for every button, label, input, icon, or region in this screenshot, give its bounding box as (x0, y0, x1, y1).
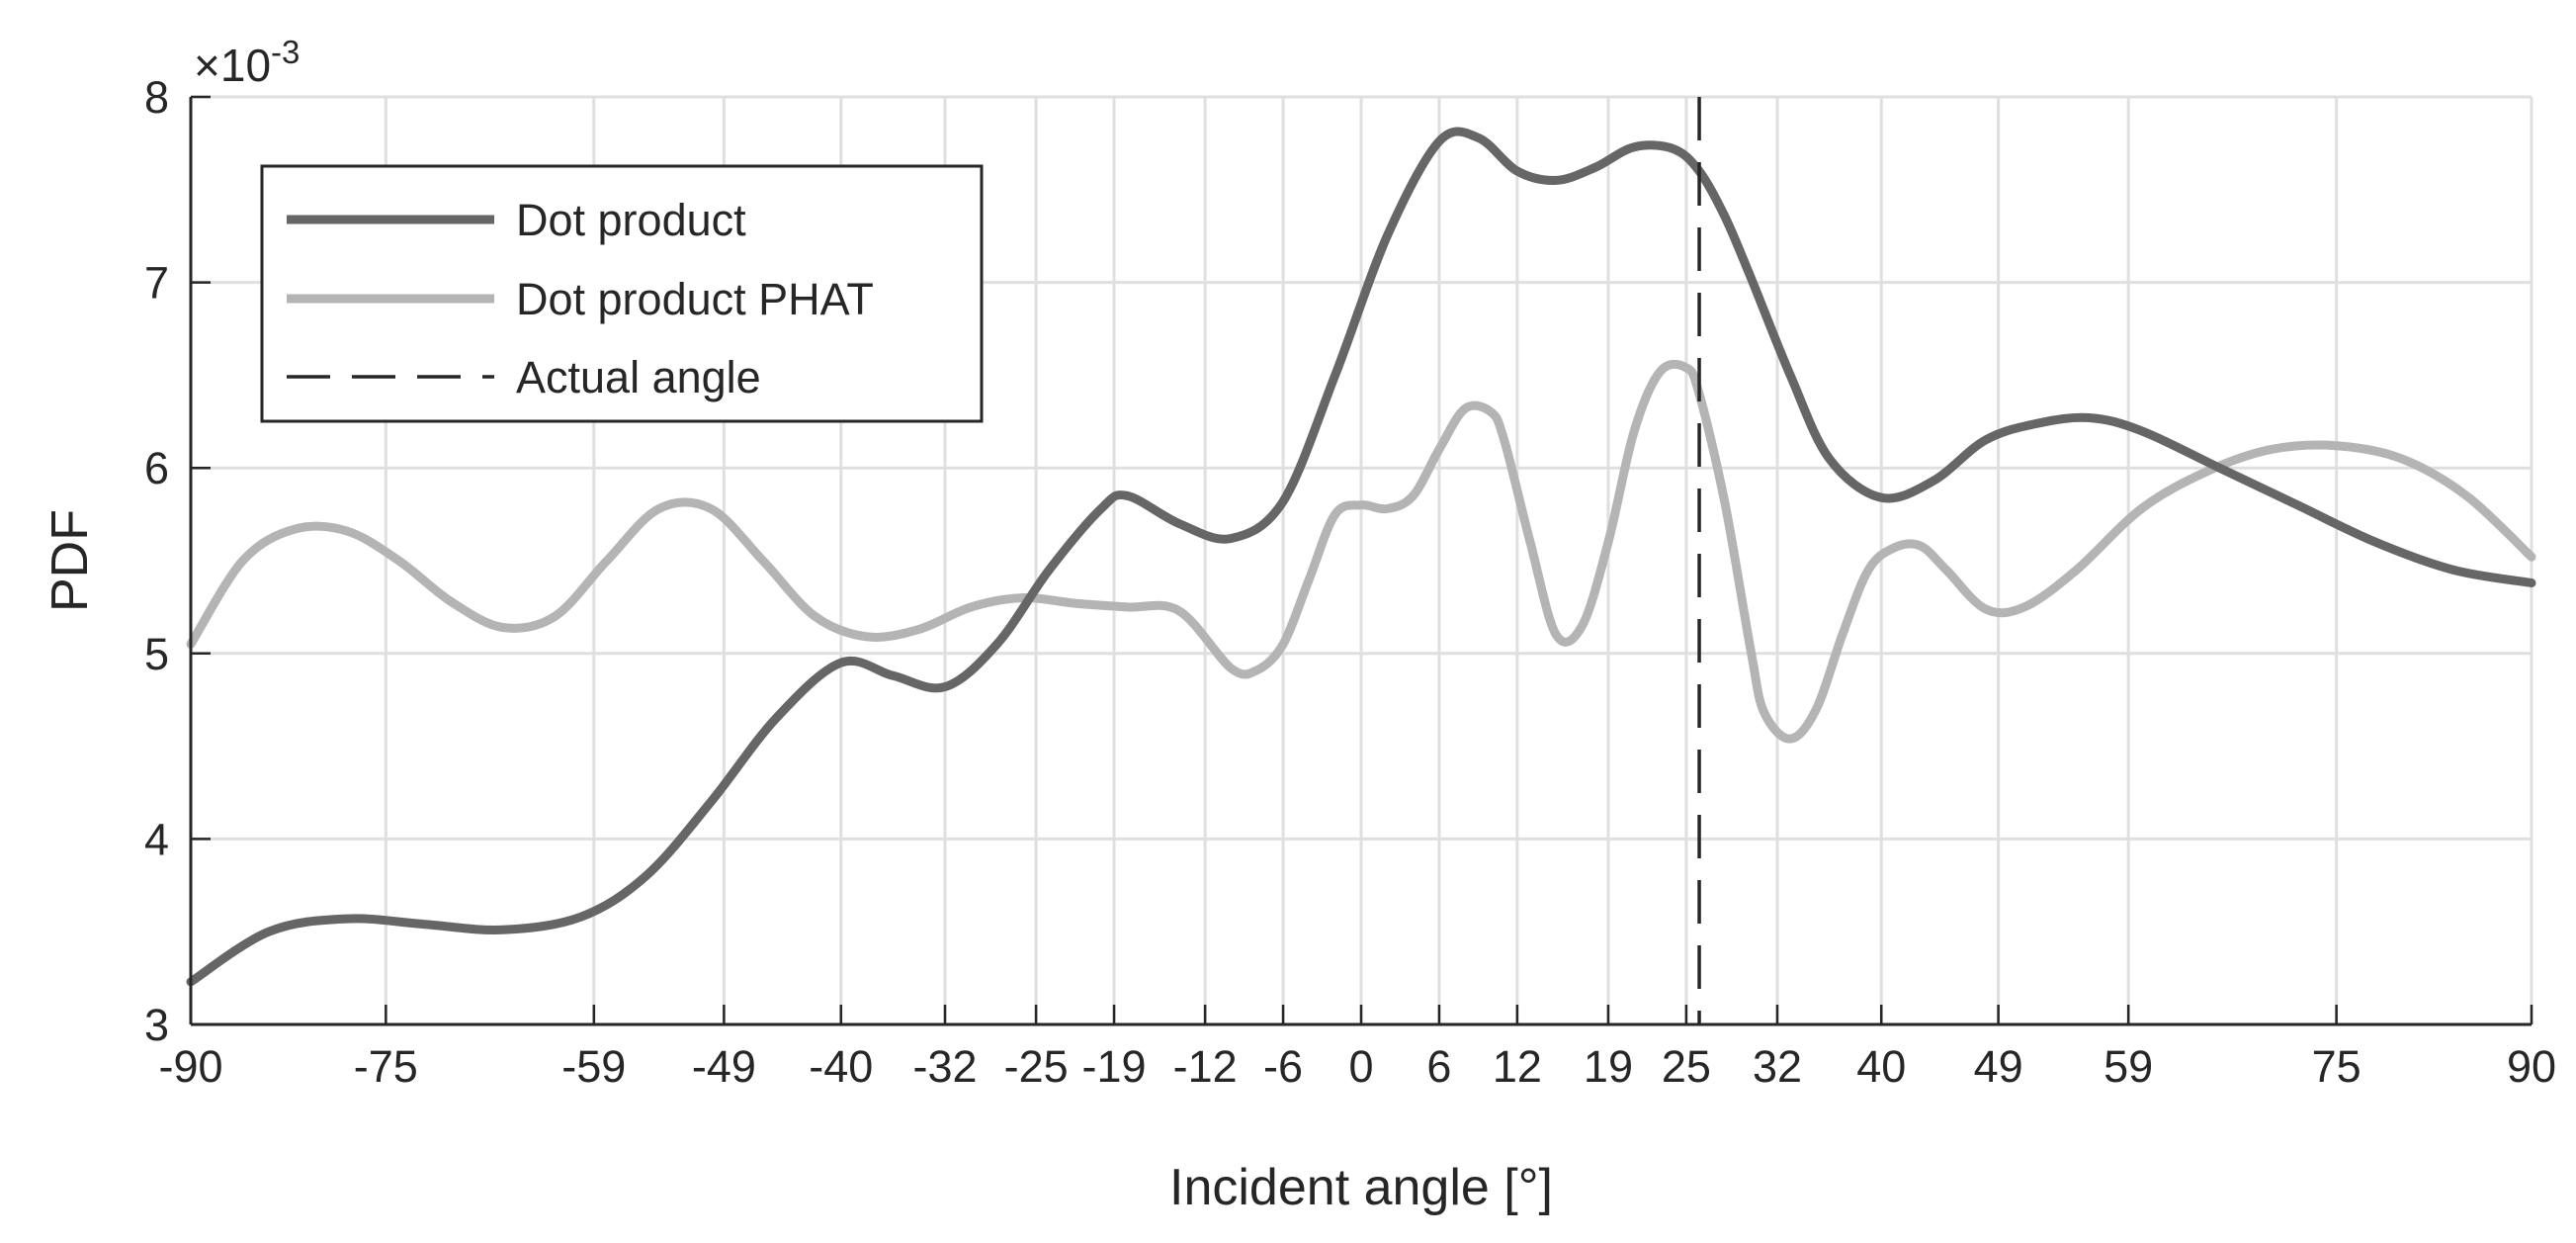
x-tick-label: -90 (158, 1041, 222, 1092)
x-tick-label: 25 (1662, 1041, 1711, 1092)
x-tick-label: 75 (2312, 1041, 2361, 1092)
x-tick-label: -25 (1004, 1041, 1069, 1092)
y-exponent-power: -3 (271, 34, 300, 70)
y-tick-label: 8 (144, 72, 169, 123)
x-tick-label: -49 (692, 1041, 756, 1092)
y-axis-label: PDF (42, 509, 99, 612)
y-tick-label: 7 (144, 258, 169, 309)
x-tick-label: 19 (1584, 1041, 1633, 1092)
x-tick-label: 90 (2507, 1041, 2556, 1092)
legend-box (260, 164, 984, 423)
series-line-dot-product (186, 127, 2536, 987)
y-tick-label: 5 (144, 629, 169, 679)
y-tick-label: 4 (144, 814, 169, 864)
tick-labels: -90 -75 -59 -49 -40 -32 -25 -19 -12 -6 0 6 12 19 25 32 4… (144, 72, 2556, 1092)
x-tick-label: -40 (809, 1041, 873, 1092)
x-tick-label: -19 (1082, 1041, 1147, 1092)
legend-label-dot-product: Dot product (516, 195, 746, 245)
y-exponent-label: ×10-3 (194, 34, 300, 91)
x-axis-label: Incident angle [°] (1169, 1159, 1553, 1216)
x-tick-label: 0 (1348, 1041, 1373, 1092)
x-tick-label: -59 (561, 1041, 626, 1092)
series-layer (186, 97, 2536, 1024)
legend: Dot product Dot product PHAT Actual angl… (260, 164, 984, 423)
y-tick-label: 6 (144, 443, 169, 493)
series-line-dot-product-phat (186, 359, 2536, 744)
x-tick-label: 49 (1974, 1041, 2023, 1092)
x-tick-label: 59 (2104, 1041, 2153, 1092)
x-tick-label: 32 (1753, 1041, 1802, 1092)
x-tick-label: -12 (1173, 1041, 1238, 1092)
y-tick-label: 3 (144, 1000, 169, 1050)
y-exponent-base: ×10 (194, 40, 271, 91)
x-tick-label: 6 (1426, 1041, 1451, 1092)
legend-label-actual-angle: Actual angle (516, 352, 761, 402)
axes (189, 95, 2533, 1026)
x-tick-label: -6 (1263, 1041, 1303, 1092)
x-tick-label: -32 (912, 1041, 977, 1092)
legend-label-dot-product-phat: Dot product PHAT (516, 274, 874, 324)
x-tick-label: 40 (1856, 1041, 1906, 1092)
x-tick-label: 12 (1493, 1041, 1542, 1092)
x-tick-label: -75 (354, 1041, 418, 1092)
